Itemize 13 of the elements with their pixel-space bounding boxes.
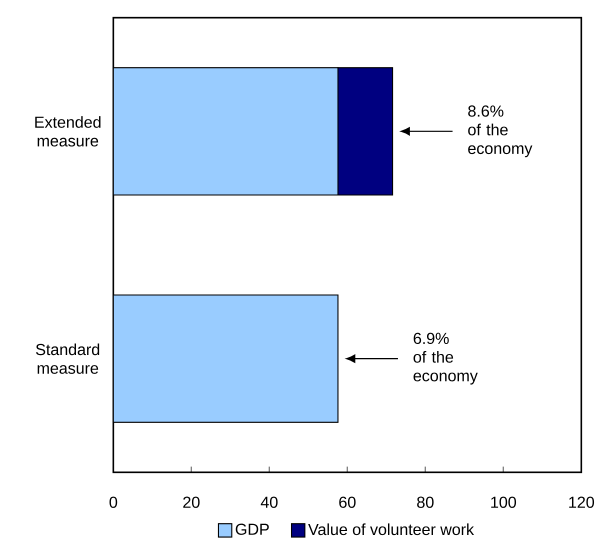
- annotation: 8.6% of the economy: [468, 105, 532, 158]
- legend-label: Value of volunteer work: [308, 523, 474, 536]
- x-tick-label: 0: [110, 496, 118, 508]
- x-tick-label: 20: [183, 496, 200, 508]
- x-tick-label: 120: [569, 496, 594, 508]
- y-tick-label: Extended measure: [35, 116, 100, 147]
- x-tick-label: 40: [260, 496, 278, 508]
- x-tick-label: 60: [339, 496, 356, 508]
- x-tick-label: 100: [491, 496, 516, 508]
- y-tick-label: Standard measure: [36, 343, 100, 374]
- x-tick-label: 80: [417, 496, 434, 508]
- annotation: 6.9% of the economy: [414, 332, 478, 385]
- legend-label: GDP: [236, 524, 269, 535]
